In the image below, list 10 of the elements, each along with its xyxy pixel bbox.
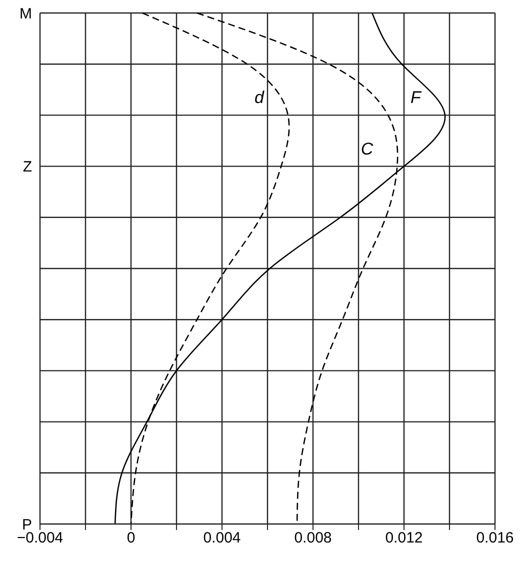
series-label: d — [254, 88, 265, 108]
series-label: C — [360, 139, 374, 158]
x-tick-label: 0.004 — [203, 530, 241, 547]
y-tick-label: Z — [22, 158, 32, 176]
series-label: F — [410, 88, 423, 108]
x-tick-label: 0.016 — [476, 530, 514, 547]
y-tick-label: M — [20, 5, 32, 22]
x-tick-label: 0 — [126, 530, 136, 547]
x-tick-label: 0.008 — [294, 530, 332, 547]
x-tick-label: 0.012 — [385, 530, 423, 547]
